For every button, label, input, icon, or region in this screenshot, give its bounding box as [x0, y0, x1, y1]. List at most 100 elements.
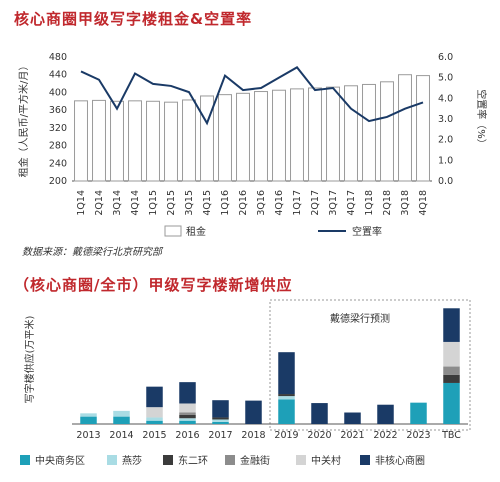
rent-bar	[110, 100, 124, 182]
supply-bar-segment	[179, 412, 196, 415]
x-tick-label: 3Q18	[400, 190, 411, 216]
supply-bar-segment	[179, 403, 196, 413]
supply-bar-segment	[443, 374, 460, 383]
supply-bar-segment	[278, 399, 295, 424]
supply-bar-segment	[113, 410, 130, 417]
supply-bar-segment	[212, 419, 229, 422]
y-tick-label: 360	[49, 105, 67, 116]
legend-label: 中央商务区	[35, 454, 85, 467]
rent-bar	[236, 92, 250, 182]
supply-bar-segment	[80, 413, 97, 417]
y-right-tick-label: 4.0	[438, 93, 453, 104]
y-tick-label: 200	[49, 176, 67, 187]
x-tick-label-2: 2022	[373, 430, 397, 441]
y-right-tick-label: 1.0	[438, 155, 453, 166]
legend-swatch	[296, 455, 306, 465]
rent-bar	[272, 89, 286, 182]
legend-label: 东二环	[178, 454, 208, 467]
y-right-tick-label: 0.0	[438, 176, 453, 187]
supply-bar-segment	[146, 386, 163, 408]
rent-bar	[380, 81, 394, 182]
x-tick-label-2: 2017	[208, 430, 232, 441]
forecast-annotation: 戴德梁行预测	[330, 312, 390, 325]
supply-bar-segment	[179, 414, 196, 419]
x-tick-label: 2Q14	[94, 190, 105, 216]
supply-bar-segment	[245, 400, 262, 424]
x-tick-label: 4Q17	[346, 190, 357, 216]
rent-bar	[344, 85, 358, 182]
y-tick-label: 440	[49, 70, 67, 81]
x-tick-label-2: 2018	[241, 430, 265, 441]
rent-bar	[398, 74, 412, 182]
x-tick-label-2: 2015	[142, 430, 166, 441]
x-tick-label-2: 2013	[76, 430, 100, 441]
x-tick-label-2: 2019	[274, 430, 298, 441]
x-tick-label: 2Q16	[238, 190, 249, 216]
supply-bar-segment	[212, 400, 229, 418]
rent-bar	[290, 88, 304, 182]
supply-bar-segment	[212, 421, 229, 424]
forecast-box	[269, 299, 471, 431]
supply-bar-segment	[344, 412, 361, 424]
supply-bar-segment	[410, 402, 427, 424]
rent-bar	[146, 100, 160, 182]
supply-bar-segment	[278, 394, 295, 397]
x-tick-label-2: 2016	[175, 430, 199, 441]
supply-bar-segment	[146, 420, 163, 424]
y-right-axis-label: 空置率（%）	[475, 89, 488, 149]
supply-bar-segment	[212, 417, 229, 420]
x-tick-label: 4Q16	[274, 190, 285, 216]
supply-bar-segment	[179, 418, 196, 421]
rent-bar	[128, 100, 142, 182]
rent-bar	[74, 100, 88, 182]
y-right-tick-label: 2.0	[438, 135, 453, 146]
rent-bar	[308, 87, 322, 182]
supply-bar-segment	[311, 403, 328, 424]
supply-bar-segment	[443, 366, 460, 375]
x-tick-label: 1Q18	[364, 190, 375, 216]
x-tick-label: 2Q17	[310, 190, 321, 216]
supply-bar-segment	[179, 420, 196, 424]
y-tick-label: 400	[49, 87, 67, 98]
x-tick-label: 1Q14	[76, 190, 87, 216]
legend-swatch	[107, 455, 117, 465]
vacancy-line	[80, 66, 424, 126]
x-tick-label-2: 2023	[406, 430, 430, 441]
supply-bar-segment	[278, 396, 295, 400]
x-tick-label-2: TBC	[441, 430, 461, 441]
supply-bar-segment	[443, 308, 460, 342]
legend-label: 中关村	[311, 454, 341, 467]
x-tick-label: 3Q14	[112, 190, 123, 216]
supply-bar-segment	[146, 407, 163, 418]
rent-bar	[92, 99, 106, 182]
rent-bar	[164, 101, 178, 182]
y-tick-label: 280	[49, 141, 67, 152]
legend-label: 燕莎	[122, 454, 142, 467]
x-tick-label-2: 2014	[109, 430, 133, 441]
supply-bar-segment	[113, 416, 130, 424]
chart1-title: 核心商圈甲级写字楼租金&空置率	[14, 10, 253, 28]
y-right-tick-label: 6.0	[438, 52, 453, 63]
x-tick-label: 1Q15	[148, 190, 159, 216]
rent-bar	[182, 99, 196, 182]
legend-label-vacancy: 空置率	[352, 225, 382, 238]
x-tick-label: 4Q15	[202, 190, 213, 216]
legend-swatch	[163, 455, 173, 465]
legend-label-rent: 租金	[186, 225, 206, 238]
x-tick-label-2: 2021	[340, 430, 364, 441]
supply-bar-segment	[377, 404, 394, 424]
rent-bar	[218, 94, 232, 182]
supply-bar-segment	[278, 352, 295, 395]
legend-swatch	[225, 455, 235, 465]
legend-swatch-rent	[164, 225, 182, 237]
rent-bar	[254, 91, 268, 182]
y-axis-label-2: 写字楼供应(万平米)	[23, 316, 36, 404]
supply-bar-segment	[443, 382, 460, 424]
x-tick-label-2: 2020	[307, 430, 331, 441]
legend-label: 非核心商圈	[375, 454, 425, 467]
x-tick-label: 2Q18	[382, 190, 393, 216]
x-tick-label: 3Q15	[184, 190, 195, 216]
y-right-tick-label: 3.0	[438, 114, 453, 125]
rent-bar	[416, 75, 430, 182]
y-tick-label: 320	[49, 123, 67, 134]
